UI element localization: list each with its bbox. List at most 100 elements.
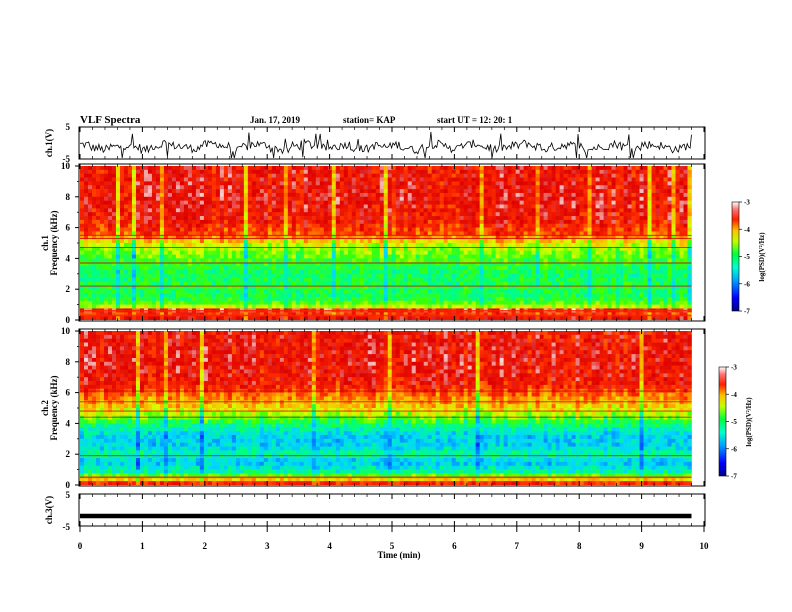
spectrogram-cell: [279, 227, 285, 232]
spectrogram-cell: [163, 219, 169, 225]
spectrogram-cell: [299, 166, 305, 171]
spectrogram-cell: [463, 185, 468, 190]
spectrogram-cell: [315, 316, 321, 320]
spectrogram-cell: [539, 296, 544, 302]
spectrogram-cell: [147, 223, 153, 228]
spectrogram-cell: [155, 254, 161, 259]
spectrogram-cell: [347, 269, 353, 275]
spectrogram-cell: [423, 246, 429, 251]
spectrogram-cell: [127, 304, 133, 309]
spectrogram-cell: [119, 296, 125, 302]
spectrogram-cell: [259, 196, 265, 201]
spectrogram-cell: [167, 235, 173, 240]
spectrogram-cell: [391, 177, 397, 182]
spectrogram-cell: [551, 196, 556, 201]
spectrogram-cell: [191, 285, 197, 290]
spectrogram-cell: [555, 312, 560, 317]
spectrogram-cell: [179, 169, 185, 174]
spectrogram-cell: [299, 266, 305, 271]
spectrogram-cell: [231, 200, 237, 205]
spectrogram-cell: [335, 273, 341, 278]
spectrogram-cell: [135, 189, 141, 194]
spectrogram-cell: [111, 254, 117, 259]
spectrogram-cell: [87, 246, 93, 251]
spectrogram-cell: [463, 239, 468, 244]
spectrogram-cell: [483, 166, 488, 171]
spectrogram-cell: [539, 227, 544, 232]
spectrogram-cell: [131, 254, 137, 259]
spectrogram-cell: [307, 200, 313, 205]
spectrogram-cell: [403, 181, 409, 186]
spectrogram-cell: [239, 293, 245, 298]
spectrogram-cell: [431, 235, 437, 240]
spectrogram-cell: [259, 173, 265, 178]
spectrogram-cell: [343, 227, 349, 232]
spectrogram-cell: [115, 243, 121, 248]
spectrogram-cell: [423, 243, 429, 248]
spectrogram-cell: [411, 316, 417, 320]
spectrogram-cell: [147, 262, 153, 267]
spectrogram-cell: [183, 296, 189, 302]
spectrogram-cell: [271, 285, 277, 290]
spectrogram-cell: [499, 231, 504, 236]
spectrogram-cell: [139, 250, 145, 255]
spectrogram-cell: [187, 219, 193, 225]
spectrogram-cell: [383, 246, 389, 251]
spectrogram-cell: [163, 296, 169, 302]
spectrogram-cell: [479, 300, 484, 305]
spectrogram-cell: [475, 285, 480, 290]
spectrogram-cell: [487, 262, 492, 267]
spectrogram-cell: [275, 296, 281, 302]
spectrogram-cell: [479, 304, 484, 309]
spectrogram-cell: [143, 189, 149, 194]
spectrogram-cell: [91, 192, 97, 198]
spectrogram-cell: [159, 246, 165, 251]
spectrogram-cell: [151, 227, 157, 232]
spectrogram-cell: [243, 277, 249, 282]
spectrogram-cell: [399, 304, 405, 309]
spectrogram-cell: [315, 273, 321, 278]
spectrogram-cell: [559, 173, 564, 178]
spectrogram-cell: [171, 223, 177, 228]
spectrogram-cell: [163, 212, 169, 217]
spectrogram-cell: [203, 285, 209, 290]
spectrogram-cell: [383, 200, 389, 205]
spectrogram-cell: [127, 208, 133, 213]
spectrogram-cell: [547, 219, 552, 225]
spectrogram-cell: [199, 212, 205, 217]
spectrogram-cell: [127, 166, 133, 171]
spectrogram-cell: [475, 246, 480, 251]
spectrogram-cell: [271, 316, 277, 320]
spectrogram-cell: [359, 316, 365, 320]
spectrogram-cell: [471, 304, 476, 309]
spectrogram-cell: [375, 296, 381, 302]
spectrogram-cell: [463, 266, 468, 271]
spectrogram-cell: [547, 250, 552, 255]
spectrogram-cell: [255, 192, 261, 198]
spectrogram-cell: [475, 223, 480, 228]
spectrogram-cell: [295, 166, 301, 171]
spectrogram-cell: [475, 192, 480, 198]
spectrogram-cell: [123, 235, 129, 240]
spectrogram-cell: [475, 227, 480, 232]
spectrogram-cell: [319, 250, 325, 255]
spectrogram-cell: [451, 266, 457, 271]
spectrogram-cell: [363, 304, 369, 309]
spectrogram-cell: [99, 192, 105, 198]
spectrogram-cell: [135, 212, 141, 217]
spectrogram-cell: [443, 262, 449, 267]
spectrogram-cell: [415, 300, 421, 305]
spectrogram-cell: [399, 204, 405, 209]
spectrogram-cell: [119, 169, 125, 174]
spectrogram-cell: [515, 258, 520, 263]
spectrogram-cell: [183, 208, 189, 213]
spectrogram-cell: [423, 223, 429, 228]
spectrogram-cell: [215, 196, 221, 201]
spectrogram-cell: [495, 243, 500, 248]
spectrogram-cell: [271, 258, 277, 263]
spectrogram-cell: [143, 296, 149, 302]
spectrogram-cell: [80, 273, 85, 278]
spectrogram-cell: [387, 262, 393, 267]
spectrogram-cell: [84, 285, 89, 290]
spectrogram-cell: [499, 235, 504, 240]
